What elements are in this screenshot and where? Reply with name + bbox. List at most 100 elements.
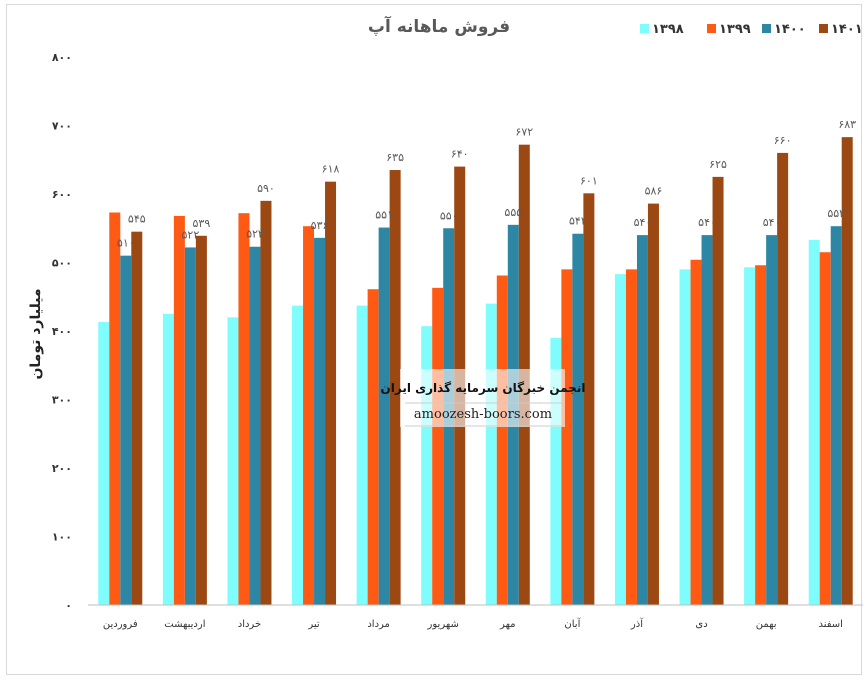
y-tick-label: ۰ [65,599,72,612]
y-tick-label: ۵۰۰ [52,257,72,270]
bar-1-11 [744,267,756,605]
bar-3-4 [314,237,326,605]
bar-2-12 [819,252,831,605]
y-tick-label: ۱۰۰ [52,531,72,544]
data-label: ۵۸۶ [645,185,663,198]
legend-label-2: ۱۳۹۹ [719,22,751,37]
bar-3-5 [378,227,390,605]
bar-2-1 [109,212,121,605]
data-label: ۵۴۲ [569,215,587,228]
y-tick-label: ۸۰۰ [52,51,72,64]
x-axis-ticks: فروردین اردیبهشت خرداد تیر مرداد شهریور مهر آبا… [103,617,843,630]
bar-3-3 [249,246,261,605]
bar-2-9 [625,269,637,605]
y-tick-label: ۴۰۰ [52,325,72,338]
data-label: ۶۰۱ [580,174,598,187]
y-tick-label: ۶۰۰ [52,188,72,201]
bar-1-2 [162,313,174,605]
x-tick-label: خرداد [238,619,261,630]
bar-3-8 [572,233,584,606]
bar-1-1 [98,322,110,605]
y-axis-label: میلیارد تومان [28,288,44,379]
bar-2-11 [755,265,767,605]
data-label: ۵۴۵ [128,213,146,226]
x-tick-label: فروردین [103,619,138,630]
y-tick-label: ۷۰۰ [52,120,72,133]
data-label: ۵۱۰ [117,237,135,250]
bar-4-8 [583,193,595,605]
data-label: ۵۲۲ [182,228,200,241]
bar-2-10 [690,259,702,605]
legend-label-3: ۱۴۰۰ [774,22,806,37]
bar-2-3 [238,213,250,605]
legend-swatch-1 [640,24,649,33]
x-tick-label: مرداد [367,619,390,630]
bar-2-5 [367,289,379,605]
bar-1-10 [679,269,691,605]
bar-4-2 [195,235,207,605]
data-label: ۵۵۳ [827,207,845,220]
x-tick-label: آذر [630,617,644,630]
data-label: ۶۱۸ [322,163,340,176]
bar-3-1 [120,255,132,605]
x-tick-label: شهریور [427,619,459,630]
x-tick-label: بهمن [756,619,777,630]
x-tick-label: تیر [307,619,320,630]
y-tick-label: ۳۰۰ [52,394,72,407]
data-label: ۶۶۰ [774,134,792,147]
bar-3-10 [701,235,713,605]
x-tick-label: اسفند [818,619,842,630]
bar-4-4 [325,181,337,606]
watermark-title: انجمن خبرگان سرمایه گذاری ایران [381,381,586,395]
bar-4-1 [131,231,143,606]
bar-4-5 [389,170,401,605]
data-label: ۵۴۰ [634,216,652,229]
bar-chart: فروش ماهانه آپ میلیارد تومان ۰ ۱۰۰ ۲۰۰ ۳۰۰ ۴… [28,15,863,630]
bar-1-4 [292,305,304,605]
data-label: ۵۵۱ [375,209,393,222]
bar-4-12 [841,137,853,605]
data-label: ۶۴۰ [451,148,469,161]
data-label: ۵۵۰ [440,209,458,222]
data-label: ۵۴۰ [763,216,781,229]
legend-swatch-4 [819,24,828,33]
bars-layer [98,137,853,606]
x-tick-label: اردیبهشت [164,619,205,630]
bar-4-9 [647,203,659,605]
bar-4-10 [712,176,724,605]
x-tick-label: آبان [564,617,581,630]
bar-1-6 [421,326,433,605]
bar-1-9 [614,274,626,605]
data-label: ۵۹۰ [257,182,275,195]
bar-2-8 [561,269,573,605]
bar-1-3 [227,317,239,605]
data-label: ۶۷۲ [515,126,533,139]
bar-3-2 [184,247,196,605]
data-label: ۵۳۶ [311,219,329,232]
legend-label-4: ۱۴۰۱ [831,22,863,37]
x-tick-label: مهر [499,619,515,630]
chart-frame: فروش ماهانه آپ میلیارد تومان ۰ ۱۰۰ ۲۰۰ ۳۰۰ ۴… [6,4,863,675]
bar-2-6 [432,287,444,605]
data-label: ۵۴۰ [698,216,716,229]
y-tick-label: ۲۰۰ [52,462,72,475]
data-label: ۵۵۵ [504,206,522,219]
data-label: ۶۳۵ [386,151,404,164]
data-label: ۶۸۳ [838,118,856,131]
bar-2-7 [496,275,508,605]
legend-swatch-2 [707,24,716,33]
bar-2-2 [173,215,185,606]
legend-label-1: ۱۳۹۸ [652,22,684,37]
bar-2-4 [303,226,315,605]
data-label: ۵۲۳ [246,228,264,241]
bar-3-9 [636,235,648,605]
bar-1-7 [485,303,497,605]
bar-4-11 [777,152,789,605]
watermark-box [400,369,565,427]
bar-1-12 [808,239,820,605]
legend-swatch-3 [762,24,771,33]
watermark: انجمن خبرگان سرمایه گذاری ایران amoozesh… [381,369,586,427]
watermark-url: amoozesh-boors.com [414,407,552,422]
bar-3-11 [766,235,778,605]
